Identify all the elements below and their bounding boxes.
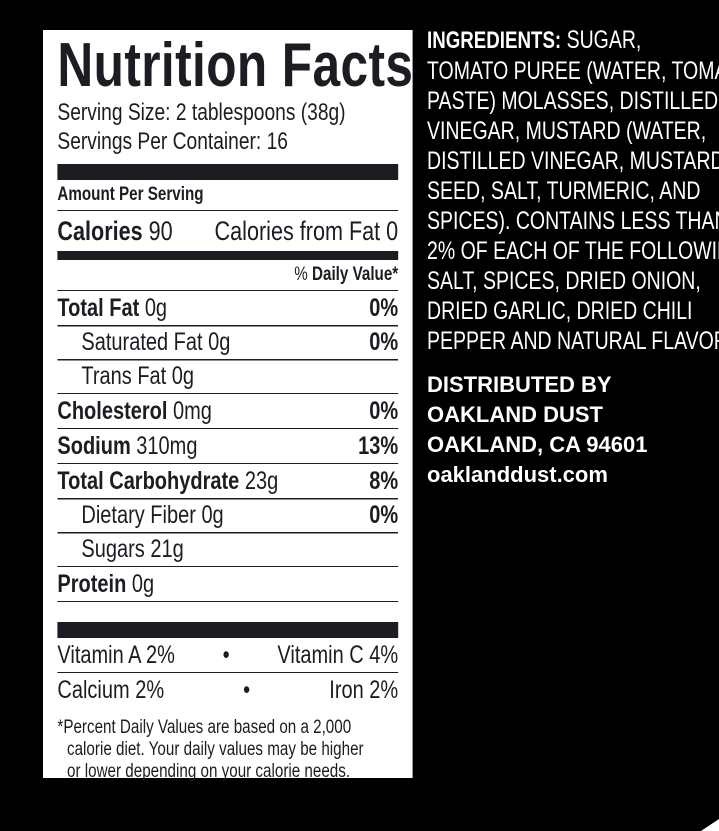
- ingredients-line: DRIED GARLIC, DRIED CHILI: [427, 297, 693, 325]
- bullet: •: [222, 640, 230, 669]
- nutrient-dv: 0%: [369, 500, 399, 529]
- ingredients-line: INGREDIENTS: SUGAR,: [427, 25, 708, 56]
- ingredients-line: 2% OF EACH OF THE FOLLOWING:: [427, 237, 719, 265]
- vitamin-right: Vitamin C 4%: [277, 640, 399, 669]
- nutrient-row: Total Fat 0g 0%: [57, 290, 399, 325]
- nutrient-dv: 13%: [358, 431, 399, 460]
- nutrient-name: Total Carbohydrate: [57, 466, 240, 495]
- ingredients-text: SUGAR,: [561, 26, 642, 54]
- nutrition-facts-label: Nutrition Facts Serving Size: 2 tablespo…: [43, 30, 414, 782]
- ingredients-line: PASTE) MOLASSES, DISTILLED: [427, 87, 719, 115]
- vitamin-left: Calcium 2%: [57, 675, 165, 704]
- footnote: *Percent Daily Values are based on a 2,0…: [57, 717, 398, 783]
- footnote-line: *Percent Daily Values are based on a 2,0…: [57, 717, 352, 738]
- vitamin-list: Vitamin A 2% • Vitamin C 4% Calcium 2% • Iron…: [57, 638, 399, 707]
- nutrient-dv: 0%: [369, 293, 399, 322]
- nutrient-amount: 0g: [208, 327, 231, 356]
- distributor: DISTRIBUTED BY OAKLAND DUST OAKLAND, CA …: [427, 370, 717, 490]
- nutrient-amount: 0g: [144, 293, 168, 322]
- calories-row: Calories 90 Calories from Fat 0: [57, 211, 398, 251]
- nutrient-row: Cholesterol 0mg 0%: [57, 393, 399, 428]
- nutrient-row: Total Carbohydrate 23g 8%: [57, 463, 399, 498]
- nutrient-name: Dietary Fiber: [81, 500, 196, 529]
- percent-sign: %: [294, 264, 308, 285]
- distributor-line: DISTRIBUTED BY: [427, 372, 612, 397]
- distributor-line: OAKLAND DUST: [427, 402, 603, 427]
- divider: [57, 210, 399, 211]
- corner-decoration: [701, 819, 719, 831]
- footnote-line: calorie diet. Your daily values may be h…: [67, 739, 364, 760]
- distributor-line: OAKLAND, CA 94601: [427, 432, 648, 457]
- ingredients-line: PEPPER AND NATURAL FLAVOR.: [427, 327, 719, 355]
- nutrient-row: Trans Fat 0g: [57, 359, 398, 393]
- nutrient-dv: 0%: [369, 327, 399, 356]
- label-title: Nutrition Facts: [57, 31, 414, 100]
- website-link[interactable]: oaklanddust.com: [427, 462, 608, 487]
- ingredients-line: SEED, SALT, TURMERIC, AND: [427, 177, 701, 205]
- nutrient-row: Sugars 21g: [57, 532, 398, 566]
- nutrient-list: Total Fat 0g 0% Saturated Fat 0g 0% Trans Fa…: [57, 290, 399, 601]
- calories-from-fat: Calories from Fat 0: [214, 215, 399, 246]
- divider-medium: [57, 251, 399, 260]
- ingredients: INGREDIENTS: SUGAR, TOMATO PUREE (WATER, …: [427, 25, 719, 356]
- nutrient-dv: 8%: [369, 466, 399, 495]
- ingredients-line: VINEGAR, MUSTARD (WATER,: [427, 117, 707, 145]
- nutrient-name: Trans Fat: [81, 361, 167, 390]
- vitamin-left: Vitamin A 2%: [57, 640, 175, 669]
- daily-value-text: Daily Value*: [312, 264, 399, 285]
- vitamin-row: Calcium 2% • Iron 2%: [57, 672, 399, 707]
- nutrient-name: Total Fat: [57, 293, 140, 322]
- nutrient-row: Dietary Fiber 0g 0%: [57, 498, 398, 532]
- nutrient-dv: 0%: [369, 396, 399, 425]
- nutrient-row: Protein 0g: [57, 566, 399, 601]
- ingredients-line: SALT, SPICES, DRIED ONION,: [427, 267, 701, 295]
- nutrient-name: Sugars: [81, 534, 145, 563]
- divider-thick: [57, 622, 399, 638]
- nutrient-amount: 21g: [150, 534, 184, 563]
- nutrient-name: Cholesterol: [57, 396, 168, 425]
- ingredients-line: DISTILLED VINEGAR, MUSTARD: [427, 147, 719, 175]
- nutrient-amount: 0g: [171, 361, 195, 390]
- calories-label: Calories: [57, 215, 143, 246]
- daily-value-header: % Daily Value*: [57, 260, 398, 290]
- nutrient-amount: 0g: [131, 569, 155, 598]
- divider-thick: [57, 164, 399, 180]
- nutrient-amount: 23g: [244, 466, 279, 495]
- amount-per-serving: Amount Per Serving: [57, 184, 204, 205]
- nutrient-row: Saturated Fat 0g 0%: [57, 325, 398, 359]
- servings-per-container: Servings Per Container: 16: [57, 128, 288, 155]
- vitamin-row: Vitamin A 2% • Vitamin C 4%: [57, 638, 398, 672]
- ingredients-line: TOMATO PUREE (WATER, TOMATO: [427, 57, 719, 85]
- nutrient-name: Sodium: [57, 431, 131, 460]
- nutrient-name: Protein: [57, 569, 127, 598]
- nutrient-name: Saturated Fat: [81, 327, 203, 356]
- nutrient-amount: 0g: [201, 500, 224, 529]
- info-column: INGREDIENTS: SUGAR, TOMATO PUREE (WATER, …: [427, 25, 719, 490]
- calories-value: 90: [148, 215, 173, 246]
- footnote-line: or lower depending on your calorie needs…: [67, 761, 351, 782]
- ingredients-line: SPICES). CONTAINS LESS THAN: [427, 207, 719, 235]
- bullet: •: [243, 675, 251, 704]
- nutrient-amount: 310mg: [136, 431, 198, 460]
- vitamin-right: Iron 2%: [329, 675, 399, 704]
- nutrient-row: Sodium 310mg 13%: [57, 428, 399, 463]
- ingredients-heading: INGREDIENTS:: [427, 27, 562, 54]
- nutrient-amount: 0mg: [172, 396, 212, 425]
- serving-size: Serving Size: 2 tablespoons (38g): [57, 99, 346, 126]
